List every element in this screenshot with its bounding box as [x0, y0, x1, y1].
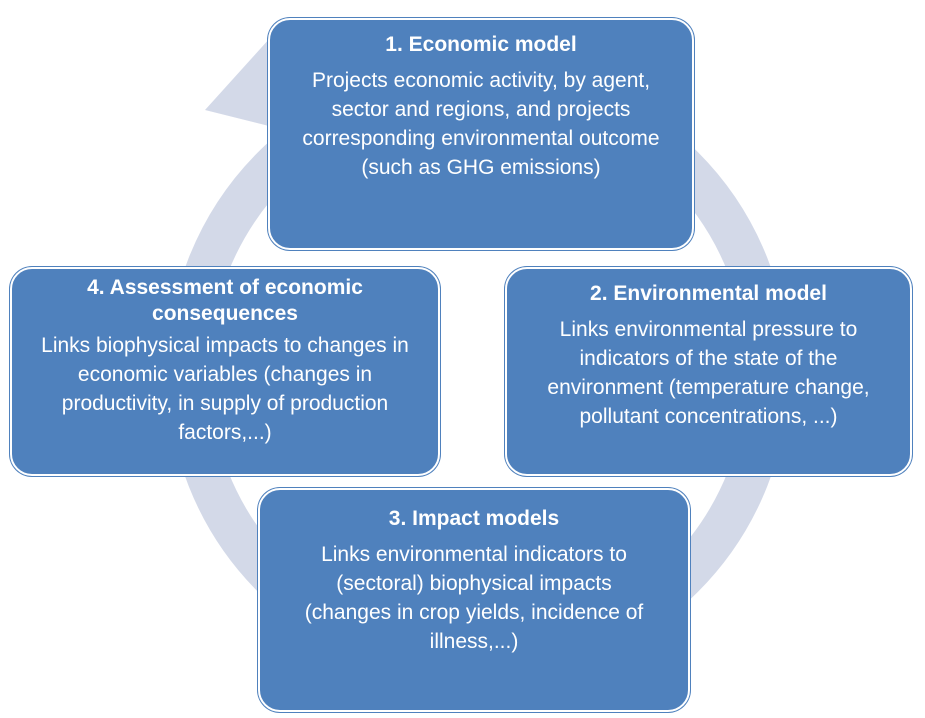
node-title: 3. Impact models — [388, 507, 560, 530]
node-title: 2. Environmental model — [590, 282, 827, 305]
node-text: Links environmental indicators to (secto… — [304, 543, 644, 653]
node-title: 4. Assessment of economic consequences — [87, 276, 363, 325]
node-text: Links environmental pressure to indicato… — [547, 318, 870, 428]
node-text: Links biophysical impacts to changes in … — [41, 334, 409, 444]
node-title: 1. Economic model — [385, 33, 577, 56]
node: 3. Impact models Links environmental ind… — [258, 488, 690, 712]
node: 1. Economic model Projects economic acti… — [268, 18, 694, 250]
node-text: Projects economic activity, by agent, se… — [302, 69, 660, 179]
node: 4. Assessment of economic consequences L… — [10, 267, 440, 476]
node: 2. Environmental model Links environment… — [505, 267, 912, 476]
arrow-head — [205, 38, 285, 130]
